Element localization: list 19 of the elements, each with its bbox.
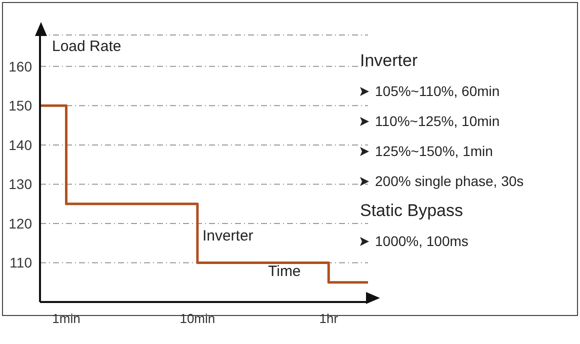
x-tick-label: 10min <box>180 311 216 326</box>
annotation: Inverter <box>360 51 418 71</box>
y-tick-label: 120 <box>8 215 32 232</box>
x-tick-label: 1hr <box>319 311 339 326</box>
text: 110%~125%, 10min <box>375 113 500 129</box>
y-tick-label: 140 <box>8 136 32 153</box>
y-tick-label: 150 <box>8 98 32 114</box>
text: 125%~150%, 1min <box>375 143 493 159</box>
text: 200% single phase, 30s <box>375 173 524 189</box>
x-tick-label: 1min <box>52 311 80 326</box>
annotation: Static Bypass <box>360 201 463 221</box>
text: 105%~110%, 60min <box>375 83 500 99</box>
text: 1000%, 100ms <box>375 233 468 249</box>
y-axis-title: Load Rate <box>52 38 122 55</box>
y-tick-label: 160 <box>8 58 32 74</box>
y-tick-label: 130 <box>8 176 32 192</box>
y-tick-label: 110 <box>10 254 32 271</box>
annotation: Inverter <box>202 228 254 245</box>
x-axis-title: Time <box>268 263 301 280</box>
